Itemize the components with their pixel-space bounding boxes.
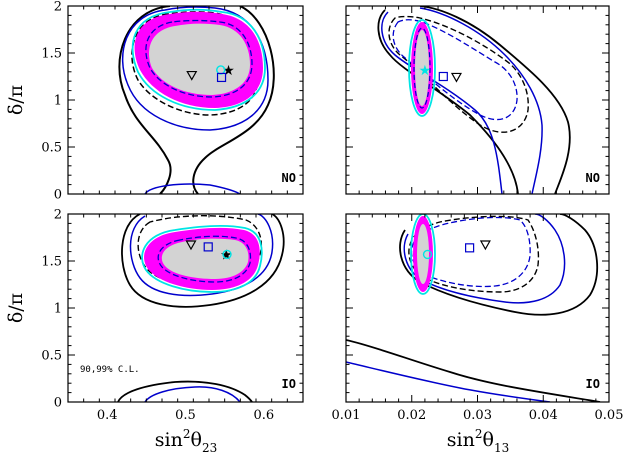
y-tick-label: 1.5 (41, 255, 62, 270)
contour-blue-dashed-90 (145, 19, 253, 98)
y-axis-title-top: δ/π (5, 85, 27, 115)
y-tick-label: 1 (54, 94, 62, 109)
x-title-right-theta: θ (482, 429, 493, 451)
region-gray (161, 238, 249, 279)
x-axis-title-right: sin2θ13 (447, 427, 509, 455)
contour-black-99 (377, 6, 571, 194)
contours-bottom-right (346, 214, 601, 402)
best-fit-triangle-marker (186, 70, 198, 81)
contour-black-99 (118, 6, 275, 194)
ordering-label-top-right: NO (586, 171, 600, 185)
best-fit-triangle-marker (185, 240, 197, 251)
ticks-top-left: 0 0.5 1 1.5 2 (41, 0, 304, 203)
y-axis-title-bottom: δ/π (5, 293, 27, 323)
contour-cyan (131, 8, 266, 111)
y-tick-label: 0.5 (41, 349, 62, 364)
ticks-bottom-right: 0.01 0.02 0.03 0.04 0.05 (332, 213, 623, 423)
contour-black-dashed-99 (131, 11, 259, 116)
contour-blue-dashed-90 (392, 19, 518, 121)
ticks-top-right (345, 5, 610, 195)
best-fit-square-marker (216, 72, 227, 83)
markers-bottom-left: ★ (185, 240, 233, 263)
x-tick-label: 0.02 (397, 408, 426, 423)
ticks-bottom-left: 0 0.5 1 1.5 2 0.4 0.5 0.6 (41, 208, 304, 423)
x-title-right-base: sin (447, 429, 475, 451)
contour-cyan (141, 224, 263, 293)
y-tick-label: 1.5 (41, 47, 62, 62)
best-fit-circle-marker (222, 249, 232, 260)
contour-blue-dashed-inner (413, 27, 431, 109)
x-tick-label: 0.4 (97, 408, 118, 423)
contour-black-dashed-99 (137, 215, 263, 285)
contour-black-dashed-99 (388, 15, 529, 133)
contour-blue-99-bottom (346, 361, 551, 402)
x-tick-label: 0.03 (463, 408, 492, 423)
contour-blue-99 (129, 214, 274, 297)
ordering-label-bottom-right: IO (586, 377, 600, 391)
y-tick-label: 0.5 (41, 141, 62, 156)
contours-top-left (118, 6, 275, 194)
panel-top-right: ★ NO (345, 5, 610, 195)
best-fit-square-marker (438, 71, 448, 82)
x-tick-label: 0.04 (529, 408, 558, 423)
y-tick-label: 0 (54, 188, 62, 203)
contour-blue-99 (381, 7, 543, 194)
confidence-level-note: 90,99% C.L. (80, 365, 140, 375)
x-tick-label: 0.01 (332, 408, 361, 423)
best-fit-square-marker (465, 243, 475, 253)
region-gray (415, 30, 429, 106)
contour-black-99 (121, 214, 285, 308)
contours-top-right (377, 6, 571, 194)
contour-cyan (410, 214, 436, 295)
y-tick-label: 2 (54, 208, 62, 223)
contour-blue-99-bottom (144, 386, 241, 402)
region-gray (149, 23, 250, 95)
contour-black-99-bottom (346, 339, 601, 402)
contour-cyan (408, 19, 436, 117)
contour-blue-99 (121, 6, 269, 131)
panel-top-left: 0 0.5 1 1.5 2 ★ NO (41, 0, 304, 203)
x-title-left-theta: θ (190, 429, 201, 451)
contour-black-dashed-99 (408, 215, 540, 293)
y-tick-label: 0 (54, 396, 62, 411)
contours-bottom-left (117, 214, 285, 402)
x-tick-label: 0.5 (175, 408, 196, 423)
markers-bottom-right (422, 240, 491, 260)
contour-black-99-bottom (117, 380, 253, 402)
panel-bottom-right: 0.01 0.02 0.03 0.04 0.05 IO (332, 213, 623, 423)
ordering-label-bottom-left: IO (282, 377, 296, 391)
contour-blue-dashed-90 (157, 235, 252, 283)
markers-top-left: ★ (186, 63, 235, 83)
ordering-label-top-left: NO (282, 171, 296, 185)
best-fit-triangle-marker (450, 72, 462, 83)
x-axis-title-left: sin2θ23 (155, 427, 217, 455)
best-fit-circle-marker (422, 249, 433, 260)
best-fit-star-marker: ★ (419, 63, 432, 79)
best-fit-square-marker (203, 242, 213, 252)
x-title-left-sup: 2 (183, 427, 191, 441)
frame-bottom-right (345, 213, 610, 403)
panel-bottom-left: 0 0.5 1 1.5 2 0.4 0.5 0.6 ★ 90,99% C.L. IO (41, 208, 304, 423)
y-tick-label: 2 (54, 0, 62, 15)
x-title-left-base: sin (155, 429, 183, 451)
frame-top-right (345, 5, 610, 195)
x-tick-label: 0.05 (595, 408, 623, 423)
x-title-right-sub: 13 (494, 441, 509, 455)
y-tick-label: 1 (54, 302, 62, 317)
contour-blue-99-bottom (144, 183, 241, 194)
x-title-left-sub: 23 (202, 441, 217, 455)
markers-top-right: ★ (419, 63, 462, 83)
x-title-right-sup: 2 (475, 427, 483, 441)
best-fit-triangle-marker (479, 240, 491, 251)
x-tick-label: 0.6 (253, 408, 274, 423)
